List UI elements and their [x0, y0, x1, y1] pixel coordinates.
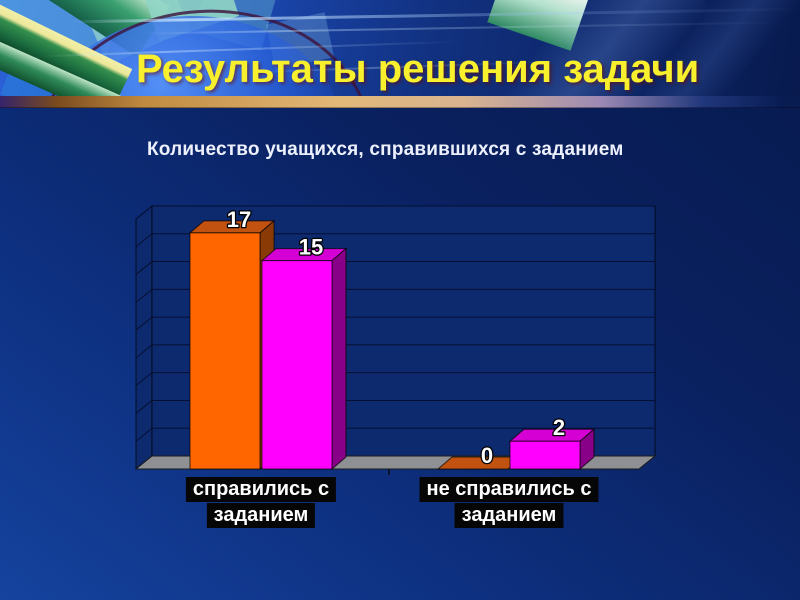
- gridline-tick: [135, 372, 153, 387]
- bar-front-face: [261, 260, 333, 470]
- chart-title: Количество учащихся, справившихся с зада…: [147, 139, 624, 160]
- slide-header: [0, 0, 800, 96]
- value-label: 15: [299, 235, 323, 260]
- value-label: 2: [553, 415, 565, 440]
- slide-title: Результаты решения задачи: [136, 47, 700, 91]
- bar-front-face: [509, 440, 581, 470]
- gridline-tick: [135, 261, 153, 275]
- bar-front-face: [189, 232, 261, 470]
- value-label: 0: [481, 443, 493, 468]
- gridline-tick: [135, 205, 153, 220]
- header-divider: [0, 96, 800, 108]
- gridline-tick: [135, 427, 153, 442]
- gridline-tick: [135, 288, 153, 303]
- gridline-tick: [135, 344, 153, 359]
- value-label: 17: [227, 207, 251, 232]
- gridline-tick: [135, 400, 153, 414]
- gridline-tick: [135, 233, 153, 248]
- gridline-tick: [135, 316, 153, 331]
- bar-side-face: [331, 247, 347, 471]
